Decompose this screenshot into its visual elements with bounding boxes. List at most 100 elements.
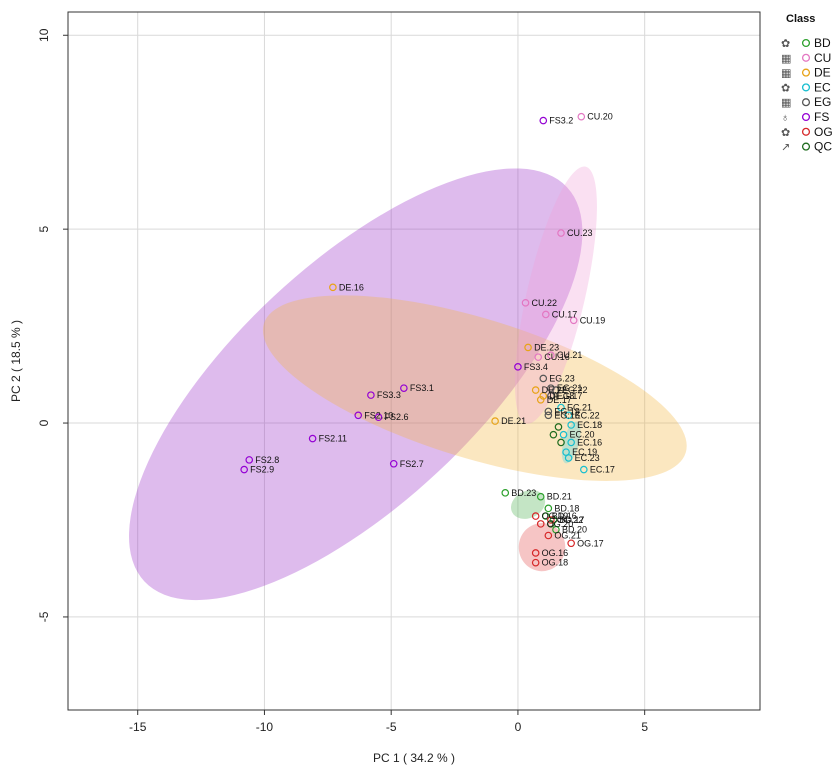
legend-marker xyxy=(801,98,811,107)
point-eg-17 xyxy=(547,392,555,400)
point-fs2-6 xyxy=(374,413,383,422)
legend-marker xyxy=(801,68,811,77)
point-label-ec-18: EC.18 xyxy=(577,420,602,430)
point-ec-22 xyxy=(564,411,573,420)
y-tick-label: 0 xyxy=(37,419,51,426)
legend-marker xyxy=(801,53,811,62)
point-bd-16 xyxy=(542,512,550,520)
point-label-fs2-7: FS2.7 xyxy=(400,459,424,469)
point-de-21 xyxy=(491,417,499,425)
point-de-22 xyxy=(531,386,540,394)
point-cu-22 xyxy=(521,299,530,307)
ellipse-ec xyxy=(561,421,581,464)
point-label-bd-23: BD.23 xyxy=(511,488,536,498)
point-label-bd-18: BD.18 xyxy=(554,503,579,513)
x-tick-label: -15 xyxy=(129,720,147,734)
point-cu-23 xyxy=(557,229,565,237)
point-de-18 xyxy=(539,392,548,400)
point-label-fs3-1: FS3.1 xyxy=(410,383,434,393)
point-label-eg-16: EG.16 xyxy=(554,410,580,420)
point-eg-16 xyxy=(544,411,553,420)
point-label-cu-20: CU.20 xyxy=(587,112,613,122)
point-cu-20 xyxy=(577,112,586,121)
point-label-og-22: OG.22 xyxy=(557,515,584,525)
ellipse-bd xyxy=(510,490,546,519)
legend-label-fs: FS xyxy=(814,110,829,124)
point-label-ec-21: EC.21 xyxy=(567,403,592,413)
point-label-de-23: DE.23 xyxy=(534,342,559,352)
point-bd-21 xyxy=(536,492,545,501)
x-tick-label: 0 xyxy=(515,720,522,734)
point-label-og-20: OG.20 xyxy=(547,519,574,529)
ellipse-og xyxy=(518,523,566,572)
point-eg-22 xyxy=(552,386,560,394)
point-label-og-19: OG.19 xyxy=(542,511,569,521)
point-og-17 xyxy=(567,539,575,548)
point-fs3-4 xyxy=(514,363,522,371)
flower-icon: ✿ xyxy=(781,82,790,94)
x-tick-label: -5 xyxy=(386,720,397,734)
point-label-cu-16: CU.16 xyxy=(544,352,570,362)
legend-marker xyxy=(801,112,811,122)
basket-icon: ▦ xyxy=(781,97,791,109)
point-label-cu-21: CU.21 xyxy=(557,350,583,360)
legend-marker xyxy=(801,142,811,151)
point-label-cu-17: CU.17 xyxy=(552,309,578,319)
point-bd-17 xyxy=(549,516,558,524)
y-axis-title: PC 2 ( 18.5 % ) xyxy=(9,320,23,402)
x-tick-label: -10 xyxy=(256,720,274,734)
point-label-fs2-6: FS2.6 xyxy=(385,412,409,422)
point-qc-3 xyxy=(554,423,563,431)
point-label-bd-20: BD.20 xyxy=(562,525,587,535)
point-eg-21 xyxy=(547,384,555,392)
point-ec-20 xyxy=(559,430,568,439)
y-tick-label: -5 xyxy=(37,611,51,622)
point-label-fs2-10: FS2.10 xyxy=(364,410,393,420)
y-tick-label: 10 xyxy=(37,28,51,42)
point-fs2-11 xyxy=(308,434,317,443)
point-label-cu-22: CU.22 xyxy=(532,298,558,308)
syringe-icon: ↗ xyxy=(781,142,790,154)
point-label-fs3-2: FS3.2 xyxy=(549,116,573,126)
point-bd-18 xyxy=(544,504,553,513)
confidence-ellipses xyxy=(129,166,687,601)
point-label-eg-22: EG.22 xyxy=(562,385,588,395)
point-label-fs3-3: FS3.3 xyxy=(377,390,401,400)
point-label-eg-17: EG.17 xyxy=(557,391,583,401)
bottle-icon: ♁ xyxy=(781,112,789,124)
flower-icon: ✿ xyxy=(781,38,790,50)
point-og-18 xyxy=(531,558,540,567)
basket-icon: ▦ xyxy=(781,68,791,80)
flower-icon: ✿ xyxy=(781,127,790,139)
legend-marker xyxy=(801,127,811,136)
point-label-eg-19: EG.19 xyxy=(554,406,580,416)
x-tick-label: 5 xyxy=(641,720,648,734)
point-qc-4 xyxy=(547,520,555,528)
point-label-fs2-11: FS2.11 xyxy=(319,434,347,444)
ellipse-fs xyxy=(129,168,583,601)
legend-label-qc: QC xyxy=(814,140,832,154)
point-cu-21 xyxy=(547,351,555,359)
point-de-17 xyxy=(536,395,545,404)
point-label-og-17: OG.17 xyxy=(577,538,604,548)
point-label-ec-22: EC.22 xyxy=(575,410,600,420)
point-label-ec-23: EC.23 xyxy=(575,453,600,463)
legend-label-ec: EC xyxy=(814,80,831,94)
point-label-de-18: DE.18 xyxy=(549,391,574,401)
point-label-og-18: OG.18 xyxy=(542,558,569,568)
point-ec-18 xyxy=(567,421,575,429)
plot-frame xyxy=(67,11,761,711)
point-label-eg-21: EG.21 xyxy=(557,383,583,393)
point-label-de-17: DE.17 xyxy=(547,395,572,405)
point-label-cu-23: CU.23 xyxy=(567,228,593,238)
point-ec-16 xyxy=(567,438,575,447)
basket-icon: ▦ xyxy=(781,53,791,65)
point-de-16 xyxy=(329,283,337,292)
point-label-bd-17: BD.17 xyxy=(559,515,584,525)
y-tick-label: 5 xyxy=(37,225,51,232)
point-bd-20 xyxy=(552,525,560,534)
point-qc-2 xyxy=(557,438,565,447)
point-label-fs3-4: FS3.4 xyxy=(524,362,548,372)
point-fs3-3 xyxy=(367,391,375,399)
